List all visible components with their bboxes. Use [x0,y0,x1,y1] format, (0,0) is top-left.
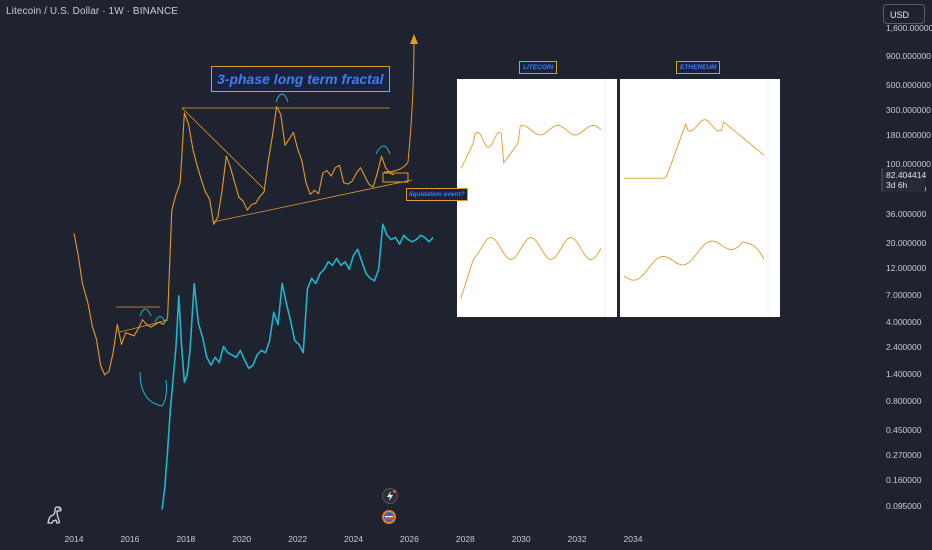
mini-chart-panel [457,191,617,317]
x-tick-label: 2014 [64,534,84,544]
y-tick-label: 0.095000 [886,501,922,511]
mini-chart-line [623,240,765,281]
y-tick-label: 500.000000 [886,80,931,91]
price-series-line [161,223,434,510]
mini-chart-background [457,79,617,191]
last-price-value: 82.404414 [886,170,927,180]
y-tick-label: 100.000000 [886,159,931,170]
y-tick-label: 36.000000 [886,209,927,220]
y-tick-label: 7.000000 [886,289,922,300]
x-tick-label: 2028 [455,534,475,544]
x-tick-label: 2022 [288,534,308,544]
x-tick-label: 2030 [511,534,531,544]
x-tick-label: 2026 [399,534,419,544]
x-tick-label: 2024 [344,534,363,544]
early-support-line [119,319,169,333]
peak-circle [375,145,391,155]
peak-circle [275,93,289,103]
mini-chart-line [460,124,602,169]
y-tick-label: 4.000000 [886,317,922,328]
last-price-tag: 82.404414 3d 6h [881,168,927,192]
mini-chart-panel [620,191,780,317]
symbol-title: Litecoin / U.S. Dollar · 1W · BINANCE [6,6,179,17]
lightning-icon[interactable] [382,488,398,504]
peak-circle [139,308,152,317]
mini-chart-background [457,191,617,317]
support-trend-line [212,179,413,223]
ethereum-mini-title: ETHEREUM [676,61,721,74]
y-tick-label: 0.800000 [886,396,922,407]
us-flag-icon[interactable] [382,510,396,524]
currency-button[interactable]: USD [883,4,925,24]
mini-chart-background [620,79,780,191]
x-tick-label: 2018 [176,534,196,544]
projection-arrowhead [410,34,418,44]
y-tick-label: 180.000000 [886,130,931,141]
mini-chart-panel [620,79,780,191]
y-tick-label: 20.000000 [886,238,927,249]
accumulation-curve [139,371,167,407]
x-tick-label: 2032 [567,534,587,544]
mini-chart-panel [457,79,617,191]
mini-chart-line [460,237,602,299]
bar-countdown: 3d 6h [886,180,908,190]
x-tick-label: 2020 [232,534,252,544]
fractal-title-annotation[interactable]: 3-phase long term fractal [211,66,390,92]
y-tick-label: 1,600.000000 [886,23,932,33]
litecoin-mini-title: LITECOIN [519,61,558,74]
y-tick-label: 12.000000 [886,263,927,274]
consolidation-box [382,172,409,183]
y-tick-label: 0.450000 [886,424,922,435]
y-tick-label: 1.400000 [886,368,922,379]
peak-circle [154,316,166,323]
x-tick-label: 2016 [120,534,140,544]
projection-arrow-line [383,39,415,173]
mini-chart-background [620,191,780,317]
y-tick-label: 300.000000 [886,105,931,116]
y-tick-label: 2.400000 [886,342,922,353]
y-tick-label: 0.270000 [886,449,922,460]
price-series-line [73,105,395,376]
y-tick-label: 900.000000 [886,51,931,62]
dinosaur-logo-icon[interactable] [44,504,66,526]
mini-chart-line [624,119,765,179]
descending-trend-line [181,107,266,191]
liquidation-annotation[interactable]: liquidation event? [406,188,468,201]
y-tick-label: 0.160000 [886,475,922,486]
x-tick-label: 2034 [623,534,643,544]
